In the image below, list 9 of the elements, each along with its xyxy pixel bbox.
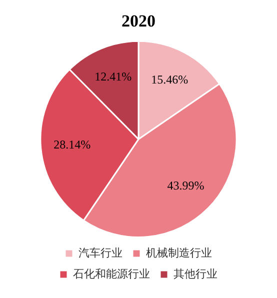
legend-label: 其他行业 (174, 267, 218, 280)
legend-label: 汽车行业 (78, 246, 122, 260)
legend-label: 机械制造行业 (146, 246, 212, 260)
data-label: 28.14% (54, 138, 91, 152)
data-label: 15.46% (151, 72, 188, 86)
legend-label: 石化和能源行业 (73, 267, 150, 280)
chart-title: 2020 (122, 12, 156, 31)
data-label: 43.99% (167, 178, 204, 192)
data-label: 12.41% (94, 70, 132, 84)
